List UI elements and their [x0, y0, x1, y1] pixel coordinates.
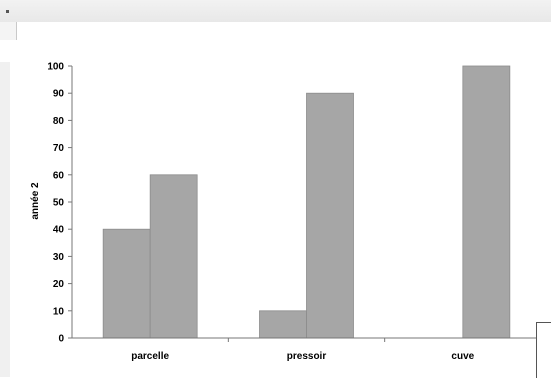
y-tick-label-0: 0 — [58, 334, 64, 345]
bar-pressoir-1 — [259, 310, 307, 339]
x-tick-label-pressoir: pressoir — [287, 351, 327, 362]
y-axis-ticks: 0 10 20 30 40 50 60 70 80 90 100 — [47, 62, 72, 345]
y-tick-label-50: 50 — [53, 198, 65, 209]
corner-frame — [536, 322, 551, 378]
y-tick-label-90: 90 — [53, 89, 65, 100]
bar-parcelle-2 — [149, 174, 198, 339]
y-tick-label-60: 60 — [53, 170, 65, 181]
top-toolbar-strip — [0, 0, 551, 22]
bars — [102, 65, 511, 339]
bar-pressoir-2 — [306, 92, 354, 339]
y-axis-title: année 2 — [30, 182, 41, 220]
y-tick-label-10: 10 — [53, 306, 65, 317]
bar-cuve-2 — [462, 65, 511, 339]
y-tick-label-100: 100 — [47, 62, 64, 73]
bar-parcelle-1 — [102, 228, 151, 339]
y-tick-label-70: 70 — [53, 143, 65, 154]
y-tick-label-30: 30 — [53, 252, 65, 263]
x-tick-label-cuve: cuve — [451, 351, 474, 362]
y-tick-label-40: 40 — [53, 225, 65, 236]
toolbar-marker-icon — [6, 10, 9, 13]
x-axis-ticks: parcelle pressoir cuve — [131, 338, 475, 362]
y-tick-label-80: 80 — [53, 116, 65, 127]
x-tick-label-parcelle: parcelle — [131, 351, 169, 362]
y-tick-label-20: 20 — [53, 279, 65, 290]
ruler-corner — [0, 22, 17, 40]
left-scroll-strip — [0, 62, 10, 377]
